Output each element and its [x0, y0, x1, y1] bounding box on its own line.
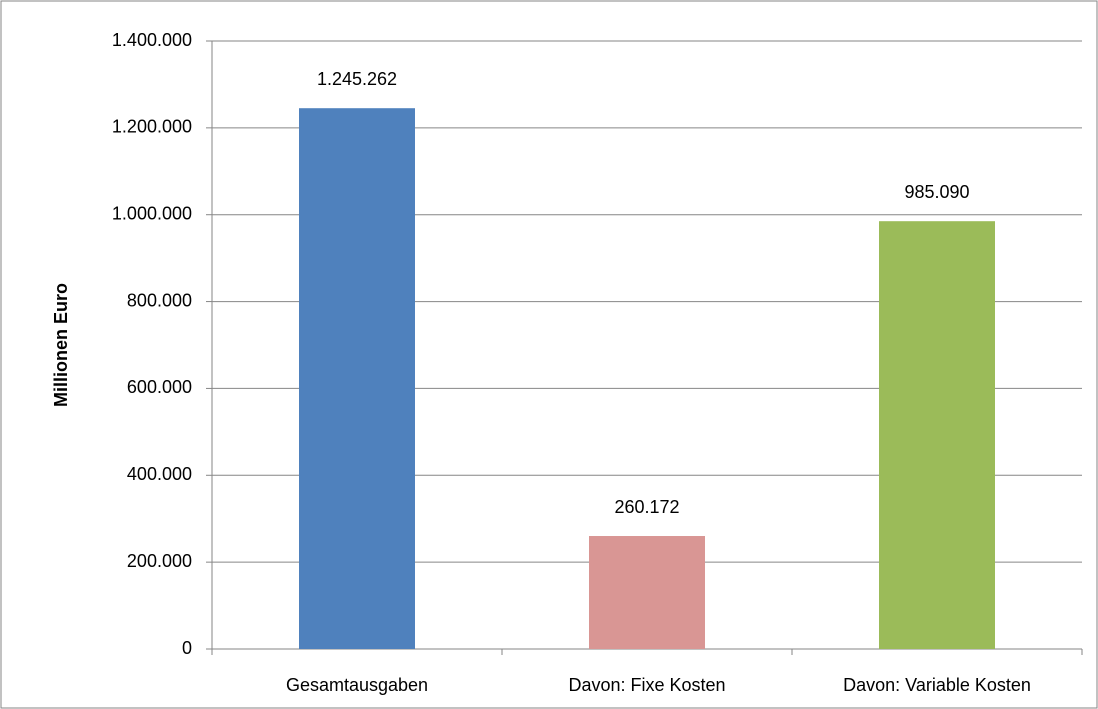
x-tick-label: Davon: Variable Kosten: [843, 675, 1031, 695]
bar: [299, 108, 415, 649]
y-tick-label: 1.400.000: [112, 30, 192, 50]
bar: [879, 221, 995, 649]
y-tick-label: 400.000: [127, 464, 192, 484]
y-tick-label: 0: [182, 638, 192, 658]
x-tick-label: Gesamtausgaben: [286, 675, 428, 695]
y-tick-label: 200.000: [127, 551, 192, 571]
data-label: 260.172: [614, 497, 679, 517]
data-label: 985.090: [904, 182, 969, 202]
y-tick-label: 1.200.000: [112, 117, 192, 137]
y-tick-label: 800.000: [127, 290, 192, 310]
y-tick-label: 1.000.000: [112, 203, 192, 223]
y-axis-label: Millionen Euro: [51, 283, 71, 407]
x-tick-label: Davon: Fixe Kosten: [568, 675, 725, 695]
data-label: 1.245.262: [317, 69, 397, 89]
y-tick-label: 600.000: [127, 377, 192, 397]
bar: [589, 536, 705, 649]
